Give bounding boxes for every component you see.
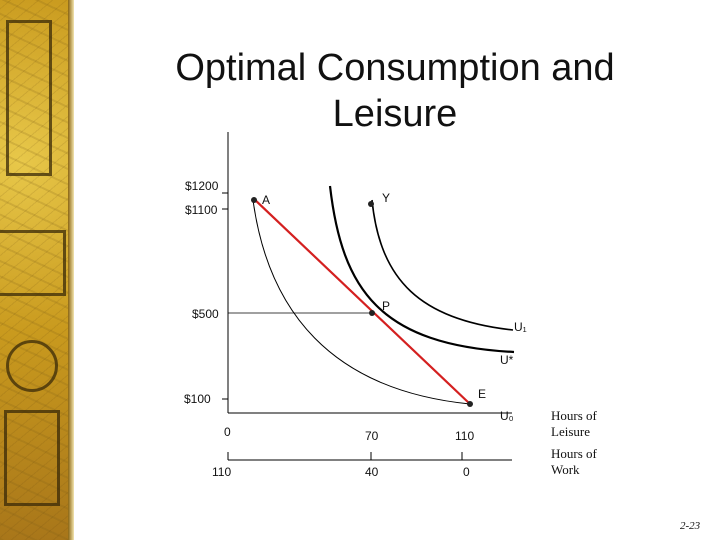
indifference-curve-u1 <box>371 199 514 331</box>
decorative-blueprint-band <box>0 0 68 540</box>
blueprint-frame-shape <box>4 410 60 506</box>
blueprint-frame-shape <box>6 20 52 176</box>
leisure-tick-110: 110 <box>455 429 474 443</box>
point-a-marker <box>251 197 257 203</box>
leisure-axis-label-line1: Hours of <box>551 408 598 423</box>
point-p-marker <box>369 310 375 316</box>
budget-line <box>252 197 471 405</box>
point-y-label: Y <box>382 191 390 205</box>
band-edge-shadow <box>68 0 74 540</box>
work-axis-label-line2: Work <box>551 462 580 477</box>
point-y-marker <box>368 201 374 207</box>
y-label-100: $100 <box>184 392 211 406</box>
work-tick-40: 40 <box>365 465 379 479</box>
work-axis-label-line1: Hours of <box>551 446 598 461</box>
point-p-label: P <box>382 299 390 313</box>
y-label-500: $500 <box>192 307 219 321</box>
curve-label-u1: U₁ <box>514 320 527 334</box>
curve-label-u-star: U* <box>500 353 514 367</box>
point-a-label: A <box>262 193 270 207</box>
slide-page-number: 2-23 <box>680 520 701 532</box>
y-label-1200: $1200 <box>185 179 219 193</box>
leisure-axis-label-line2: Leisure <box>551 424 590 439</box>
blueprint-frame-shape <box>0 230 66 296</box>
y-label-1100: $1100 <box>185 203 218 217</box>
slide-title: Optimal Consumption and Leisure <box>100 45 690 137</box>
indifference-curve-u0 <box>252 199 471 405</box>
title-line-1: Optimal Consumption and <box>175 47 615 90</box>
point-e-marker <box>467 401 473 407</box>
work-tick-0: 0 <box>463 465 470 479</box>
leisure-tick-70: 70 <box>365 429 379 443</box>
curve-label-u0: U₀ <box>500 409 514 423</box>
point-e-label: E <box>478 387 486 401</box>
work-tick-110: 110 <box>212 465 231 479</box>
leisure-tick-0: 0 <box>224 425 231 439</box>
indifference-curve-u-star <box>328 185 515 354</box>
title-line-2: Leisure <box>332 93 458 136</box>
blueprint-ring-shape <box>6 340 58 392</box>
